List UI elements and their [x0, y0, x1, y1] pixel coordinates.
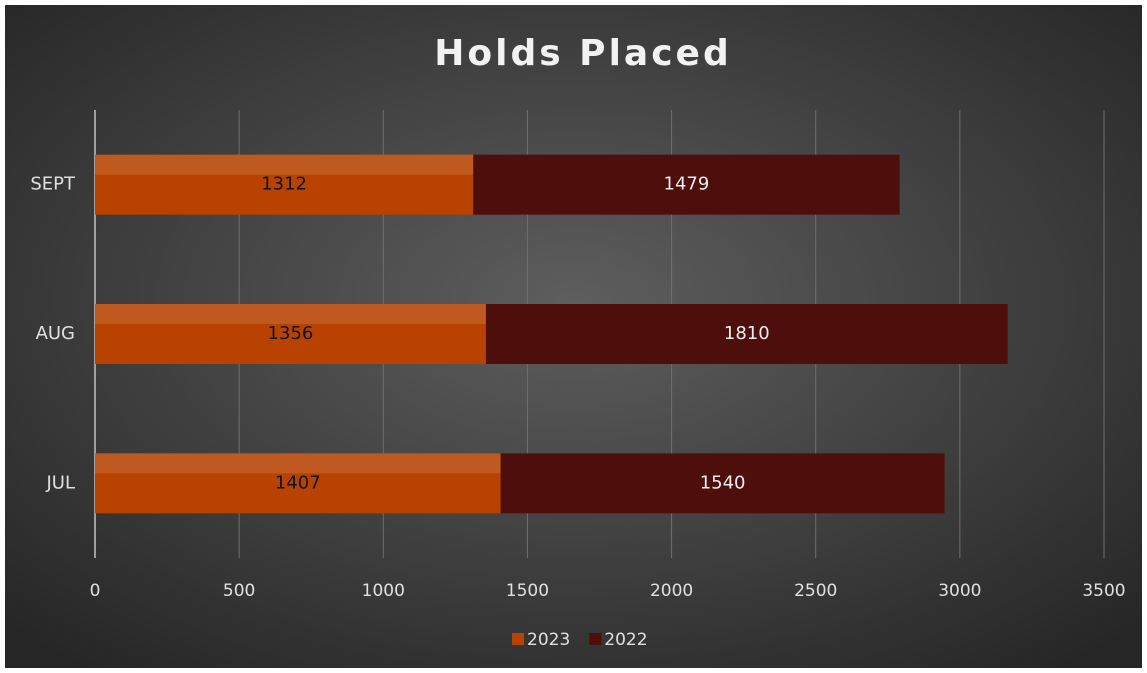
data-label: 1810	[724, 323, 770, 344]
legend-label: 2023	[527, 630, 570, 650]
legend-swatch	[512, 633, 524, 645]
y-tick-label: AUG	[36, 323, 75, 344]
x-tick-label: 3000	[938, 581, 981, 601]
bar-highlight	[95, 154, 474, 175]
x-tick-label: 3500	[1082, 581, 1125, 601]
x-tick-label: 500	[223, 581, 255, 601]
bar	[473, 154, 900, 215]
x-tick-label: 2500	[794, 581, 837, 601]
x-tick-label: 2000	[650, 581, 693, 601]
data-label: 1407	[275, 472, 321, 493]
data-label: 1479	[664, 174, 710, 195]
legend-swatch	[589, 633, 602, 645]
x-tick-label: 0	[90, 581, 101, 601]
bar-highlight	[95, 453, 501, 474]
bar-highlight	[95, 304, 486, 324]
bar	[485, 304, 1008, 364]
bar	[95, 453, 501, 514]
x-tick-label: 1000	[362, 581, 405, 601]
chart-title: Holds Placed	[434, 33, 731, 74]
y-tick-label: SEPT	[30, 174, 76, 195]
bar	[500, 453, 945, 514]
x-tick-label: 1500	[506, 581, 549, 601]
data-label: 1356	[268, 323, 314, 344]
legend-label: 2022	[604, 630, 647, 650]
data-label: 1312	[261, 174, 307, 195]
data-label: 1540	[700, 472, 746, 493]
y-tick-label: JUL	[45, 472, 75, 493]
bar	[95, 304, 486, 364]
bar	[95, 154, 474, 215]
